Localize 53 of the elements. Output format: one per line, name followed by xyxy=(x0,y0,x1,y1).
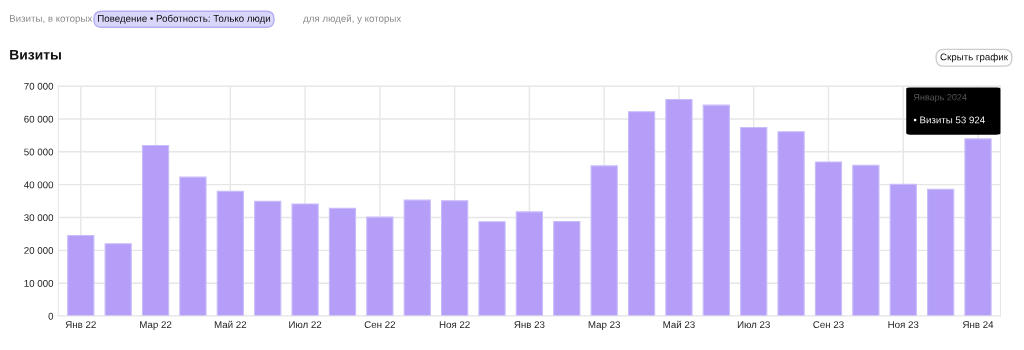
y-tick-label: 50 000 xyxy=(24,148,54,156)
bar xyxy=(926,188,955,317)
bar xyxy=(627,111,656,317)
x-tick-label: Ноя 22 xyxy=(439,321,470,329)
annotation: • Визиты 53 924 xyxy=(913,116,985,124)
bar xyxy=(254,200,282,317)
x-tick-label: Янв 24 xyxy=(962,321,994,328)
x-tick-label: Май 23 xyxy=(663,320,695,329)
x-tick-label: Янв 23 xyxy=(514,321,545,329)
bar xyxy=(441,200,469,317)
y-tick-label: 30 000 xyxy=(24,214,54,222)
bar xyxy=(964,138,992,317)
bar xyxy=(702,104,730,317)
text: Визиты, в которых xyxy=(10,15,93,24)
bar xyxy=(852,164,880,317)
y-tick-label: 40 000 xyxy=(24,181,54,189)
y-tick-label: 0 xyxy=(48,312,54,320)
bar xyxy=(104,243,132,317)
bar xyxy=(590,165,618,317)
bar xyxy=(328,207,357,317)
bar xyxy=(216,190,244,317)
bar xyxy=(179,176,207,317)
x-tick-label: Янв 22 xyxy=(65,321,96,328)
x-tick-label: Май 22 xyxy=(214,320,247,329)
bar xyxy=(403,199,431,317)
bar xyxy=(889,183,917,317)
bar xyxy=(553,220,581,317)
chart-title: Визиты xyxy=(10,49,61,60)
y-tick-label: 60 000 xyxy=(24,115,54,123)
y-tick-label: 20 000 xyxy=(24,247,54,254)
text: для людей, у которых xyxy=(303,14,402,24)
x-tick-label: Июл 22 xyxy=(289,321,322,329)
x-tick-label: Ноя 23 xyxy=(888,321,919,329)
bar xyxy=(515,211,544,317)
x-tick-label: Мар 23 xyxy=(588,321,621,330)
bar xyxy=(740,126,768,317)
y-tick-label: 10 000 xyxy=(24,279,54,287)
bar xyxy=(478,221,506,317)
text: Скрыть график xyxy=(940,53,1009,63)
bar xyxy=(141,145,170,317)
text: Поведение • Роботность: Только люди xyxy=(98,14,270,24)
annotation: Январь 2024 xyxy=(913,94,967,103)
bar xyxy=(67,235,95,317)
x-tick-label: Сен 22 xyxy=(364,321,396,329)
bar xyxy=(777,131,805,317)
bar xyxy=(814,161,843,317)
bar xyxy=(366,216,394,317)
x-tick-label: Сен 23 xyxy=(813,321,844,329)
bar xyxy=(665,99,693,317)
x-tick-label: Июл 23 xyxy=(737,321,770,329)
x-tick-label: Мар 22 xyxy=(140,321,172,330)
bar xyxy=(291,203,319,317)
y-tick-label: 70 000 xyxy=(24,82,54,90)
